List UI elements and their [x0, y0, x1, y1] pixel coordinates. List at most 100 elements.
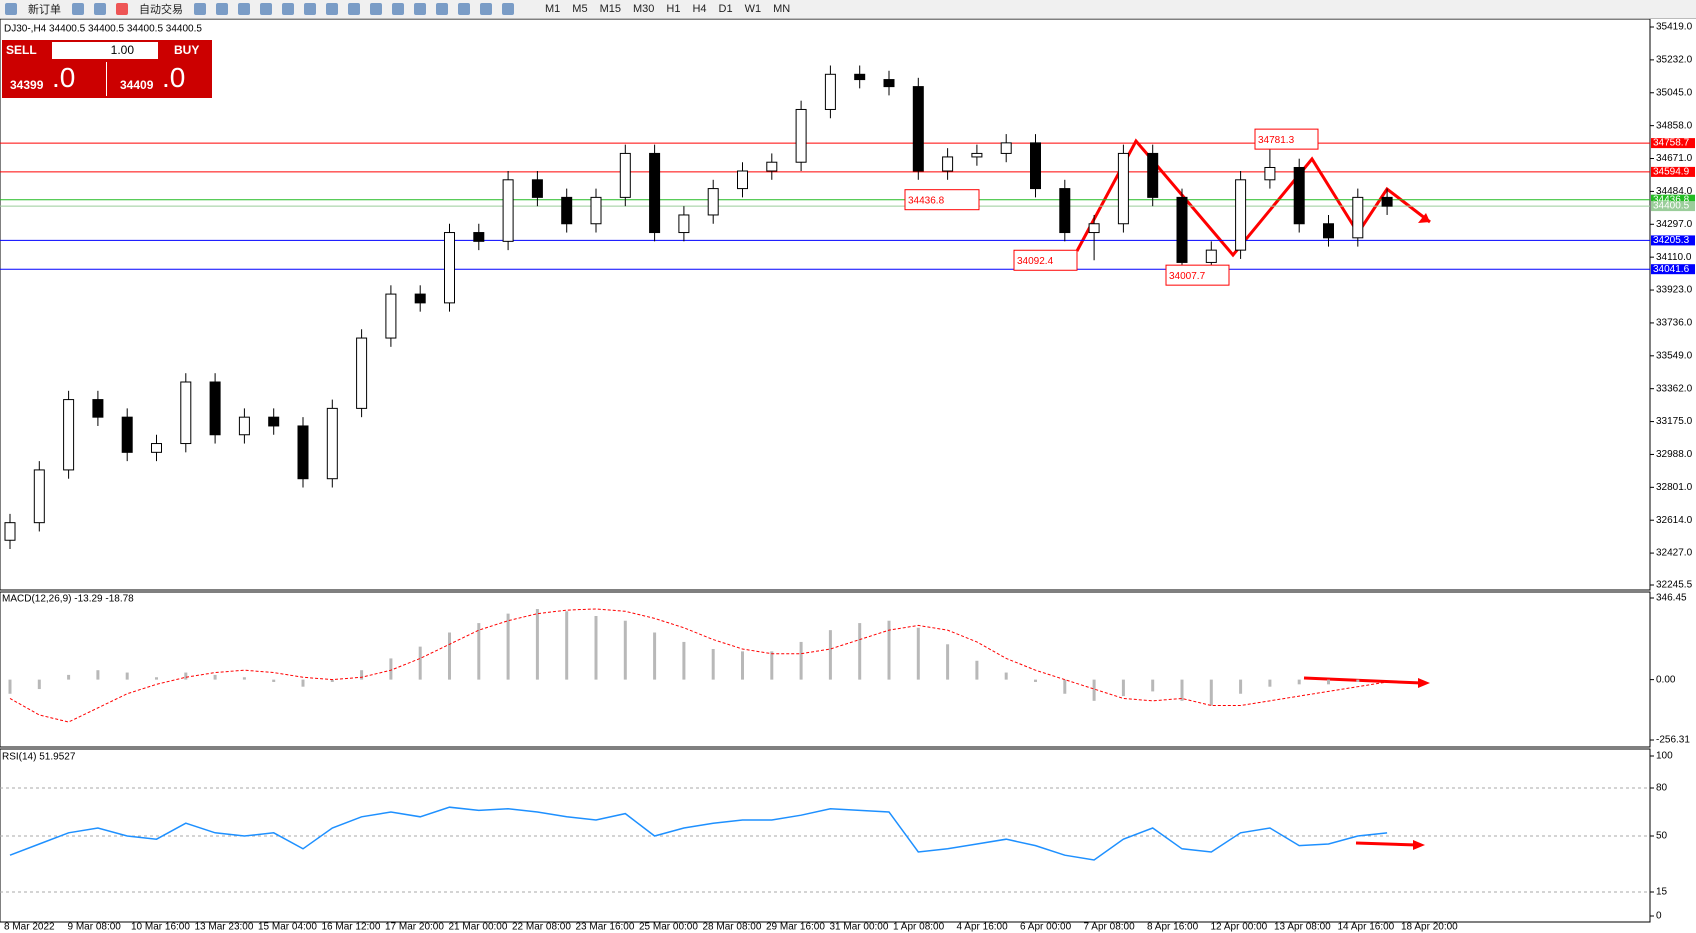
y-tick-label: 35232.0	[1656, 55, 1693, 66]
icon	[282, 3, 294, 15]
rsi-title: RSI(14) 51.9527	[2, 752, 76, 763]
x-tick-label: 15 Mar 04:00	[258, 922, 317, 933]
y-tick-label: 346.45	[1656, 593, 1687, 604]
x-tick-label: 7 Apr 08:00	[1084, 922, 1136, 933]
level-label: 34594.9	[1653, 167, 1690, 178]
timeframe[interactable]: M15	[599, 3, 621, 15]
x-tick-label: 22 Mar 08:00	[512, 922, 571, 933]
divider	[106, 62, 107, 96]
candle-body	[1117, 152, 1129, 225]
toolbar: 新订单 自动交易 M1 M5 M15 M30 H1 H4 D1 W1 MN	[0, 0, 1696, 19]
candle-body	[121, 416, 133, 453]
level-label-box	[1651, 194, 1695, 205]
trade-panel: SELL 1.00 BUY 34399 .0 34409 .0	[2, 40, 212, 98]
candle-body	[1352, 196, 1364, 239]
x-tick-label: 25 Mar 00:00	[639, 922, 698, 933]
candle-body	[766, 161, 778, 172]
icon	[480, 3, 492, 15]
level-label-box	[1651, 166, 1695, 177]
y-tick-label: 35419.0	[1656, 22, 1693, 33]
annotation-box	[1013, 249, 1078, 271]
candle-body	[1235, 179, 1247, 251]
icon	[304, 3, 316, 15]
timeframe[interactable]: D1	[718, 3, 733, 15]
icon	[392, 3, 404, 15]
pattern-arrow	[1075, 138, 1431, 258]
y-tick-label: 32245.5	[1656, 580, 1693, 591]
y-tick-label: 0	[1656, 911, 1662, 922]
candle-body	[561, 196, 573, 225]
y-tick-label: 100	[1656, 751, 1673, 762]
icon	[116, 3, 128, 15]
candle-body	[297, 425, 309, 480]
candle-body	[180, 381, 192, 445]
auto-trading[interactable]: 自动交易	[139, 4, 183, 16]
x-tick-label: 23 Mar 16:00	[576, 922, 635, 933]
x-tick-label: 10 Mar 16:00	[131, 922, 190, 933]
x-tick-label: 28 Mar 08:00	[703, 922, 762, 933]
icon	[194, 3, 206, 15]
candle-body	[854, 73, 866, 81]
x-tick-label: 21 Mar 00:00	[449, 922, 508, 933]
order-button[interactable]: 新订单	[28, 4, 61, 16]
sell-price-fraction: .0	[52, 62, 76, 93]
annotation-box	[904, 189, 980, 211]
timeframe[interactable]: H4	[692, 3, 707, 15]
signal-line	[9, 608, 1388, 723]
icon	[348, 3, 360, 15]
y-tick-label: 34110.0	[1656, 252, 1692, 263]
icon	[458, 3, 470, 15]
annotation: 34781.3	[1258, 135, 1295, 146]
x-tick-label: 13 Apr 08:00	[1274, 922, 1331, 933]
icon	[216, 3, 228, 15]
y-tick-label: 34858.0	[1656, 120, 1693, 131]
main-frame	[0, 19, 1651, 591]
x-tick-label: 8 Apr 16:00	[1147, 922, 1199, 933]
lot-input[interactable]: 1.00	[52, 42, 158, 59]
timeframe[interactable]: H1	[666, 3, 681, 15]
icon	[436, 3, 448, 15]
macd-frame	[0, 591, 1651, 748]
candle-body	[33, 469, 45, 524]
y-tick-label: 50	[1656, 831, 1668, 842]
level-label-box	[1651, 138, 1695, 149]
candle-body	[883, 79, 895, 88]
candle-body	[151, 443, 162, 453]
candle-body	[209, 381, 221, 436]
timeframe[interactable]: M30	[632, 3, 655, 15]
icon	[5, 3, 17, 15]
candle-body	[63, 399, 75, 471]
candle-body	[1147, 152, 1159, 198]
level-label: 34041.6	[1653, 264, 1690, 275]
candle-body	[414, 293, 426, 304]
timeframe[interactable]: MN	[773, 3, 791, 15]
level-label-box	[1651, 264, 1695, 275]
timeframe[interactable]: W1	[744, 3, 762, 15]
chart-title: DJ30-,H4 34400.5 34400.5 34400.5 34400.5	[4, 24, 202, 35]
candle-body	[1176, 196, 1188, 263]
icon	[370, 3, 382, 15]
candle-body	[473, 232, 485, 242]
candle-body	[737, 170, 748, 190]
candle-body	[1293, 166, 1305, 225]
y-tick-label: 32988.0	[1656, 449, 1693, 460]
x-tick-label: 31 Mar 00:00	[830, 922, 889, 933]
level-label: 34758.7	[1653, 138, 1690, 149]
sell-button[interactable]: SELL	[6, 43, 37, 57]
x-tick-label: 14 Apr 16:00	[1338, 922, 1395, 933]
icon	[94, 3, 106, 15]
timeframe[interactable]: M1	[545, 3, 561, 15]
candle-body	[326, 407, 338, 480]
rsi-line	[9, 806, 1388, 861]
timeframe[interactable]: M5	[572, 3, 588, 15]
y-tick-label: 32427.0	[1656, 548, 1693, 559]
arrow-head	[1418, 678, 1430, 688]
candle-body	[385, 293, 397, 339]
candle-body	[92, 399, 104, 418]
candle-body	[4, 522, 16, 541]
x-tick-label: 4 Apr 16:00	[957, 922, 1009, 933]
x-tick-label: 18 Apr 20:00	[1401, 922, 1458, 933]
x-tick-label: 12 Apr 00:00	[1211, 922, 1268, 933]
y-tick-label: 33549.0	[1656, 350, 1693, 361]
buy-button[interactable]: BUY	[174, 43, 200, 57]
